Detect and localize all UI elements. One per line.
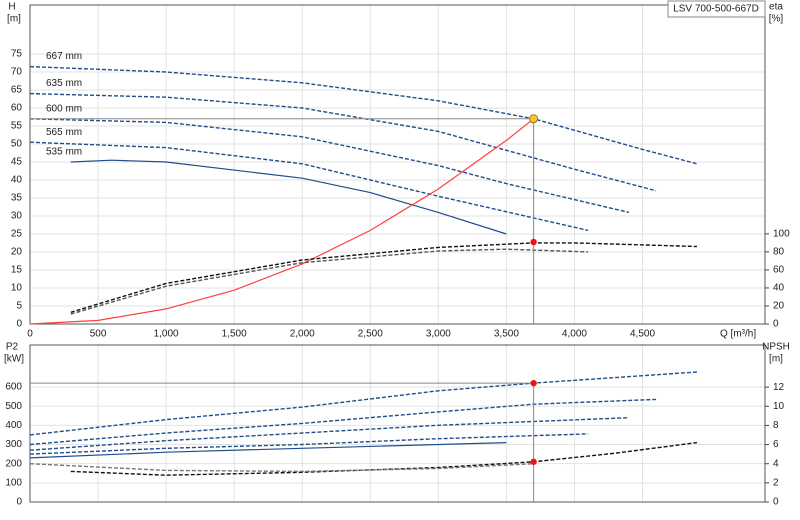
y-tick-label: 400 [5, 420, 22, 431]
curve [29, 118, 534, 325]
y-tick-label: 20 [11, 247, 23, 258]
curve-label: 667 mm [46, 51, 82, 62]
y-tick-label: 75 [11, 49, 23, 60]
y-axis-label: P2 [6, 342, 19, 353]
y-tick-label: 15 [11, 265, 23, 276]
y-tick-label: 35 [11, 193, 23, 204]
x-axis-label: Q [m³/h] [720, 329, 756, 340]
y-axis-unit: [m] [7, 14, 21, 25]
x-tick-label: 4,000 [562, 329, 587, 340]
y-tick-label: 40 [11, 175, 23, 186]
y2-tick-label: 20 [773, 301, 785, 312]
curve [70, 441, 697, 476]
curve-label: 535 mm [46, 147, 82, 158]
y-axis-label: H [8, 2, 15, 13]
y-tick-label: 45 [11, 157, 23, 168]
y2-tick-label: 40 [773, 283, 785, 294]
y2-axis-unit: [%] [769, 14, 784, 25]
y2-axis-label: NPSH [762, 342, 790, 353]
y2-tick-label: 100 [773, 229, 790, 240]
y-tick-label: 0 [16, 497, 22, 508]
operating-point [530, 238, 537, 246]
x-tick-label: 3,500 [494, 329, 519, 340]
x-tick-label: 0 [27, 329, 33, 340]
y2-tick-label: 0 [773, 497, 779, 508]
y-tick-label: 25 [11, 229, 23, 240]
y-tick-label: 70 [11, 67, 23, 78]
curve [29, 463, 534, 473]
operating-point [529, 114, 539, 124]
curve [29, 433, 589, 455]
y2-tick-label: 4 [773, 458, 779, 469]
curve-label: 565 mm [46, 127, 82, 138]
curve [29, 398, 657, 446]
operating-point [530, 458, 537, 465]
plot-frame [29, 4, 766, 325]
x-tick-label: 4,500 [630, 329, 655, 340]
curve [70, 242, 697, 313]
y2-tick-label: 2 [773, 477, 779, 488]
curve [29, 118, 630, 214]
y2-tick-label: 60 [773, 265, 785, 276]
y-axis-unit: [kW] [4, 354, 24, 365]
x-tick-label: 500 [90, 329, 107, 340]
plot-frame [29, 344, 766, 503]
y-tick-label: 0 [16, 319, 22, 330]
x-tick-label: 3,000 [426, 329, 451, 340]
curve [29, 417, 629, 451]
curve [29, 92, 657, 192]
x-tick-label: 1,500 [222, 329, 247, 340]
curve [29, 65, 698, 165]
y-tick-label: 600 [5, 382, 22, 393]
y-tick-label: 500 [5, 401, 22, 412]
curve [29, 371, 697, 436]
y2-axis-unit: [m] [769, 354, 783, 365]
curve-label: 600 mm [46, 103, 82, 114]
curve-label: 635 mm [46, 78, 82, 89]
curve [29, 141, 589, 232]
y-tick-label: 65 [11, 85, 23, 96]
chart-title: LSV 700-500-667D [673, 4, 759, 15]
curve [70, 159, 507, 235]
y-tick-label: 50 [11, 139, 23, 150]
operating-point [530, 379, 537, 387]
x-tick-label: 1,000 [154, 329, 179, 340]
y-tick-label: 200 [5, 458, 22, 469]
y-tick-label: 10 [11, 283, 23, 294]
y2-tick-label: 0 [773, 319, 779, 330]
y-tick-label: 60 [11, 103, 23, 114]
x-tick-label: 2,000 [290, 329, 315, 340]
y2-tick-label: 12 [773, 382, 785, 393]
y2-tick-label: 6 [773, 439, 779, 450]
y2-tick-label: 8 [773, 420, 779, 431]
title-box [667, 0, 766, 18]
y2-tick-label: 10 [773, 401, 785, 412]
y-tick-label: 5 [16, 301, 22, 312]
y2-tick-label: 80 [773, 247, 785, 258]
y-tick-label: 30 [11, 211, 23, 222]
y-tick-label: 100 [5, 477, 22, 488]
x-tick-label: 2,500 [358, 329, 383, 340]
y2-axis-label: eta [769, 2, 783, 13]
y-tick-label: 300 [5, 439, 22, 450]
curve [70, 248, 589, 315]
curve [29, 442, 507, 459]
y-tick-label: 55 [11, 121, 23, 132]
